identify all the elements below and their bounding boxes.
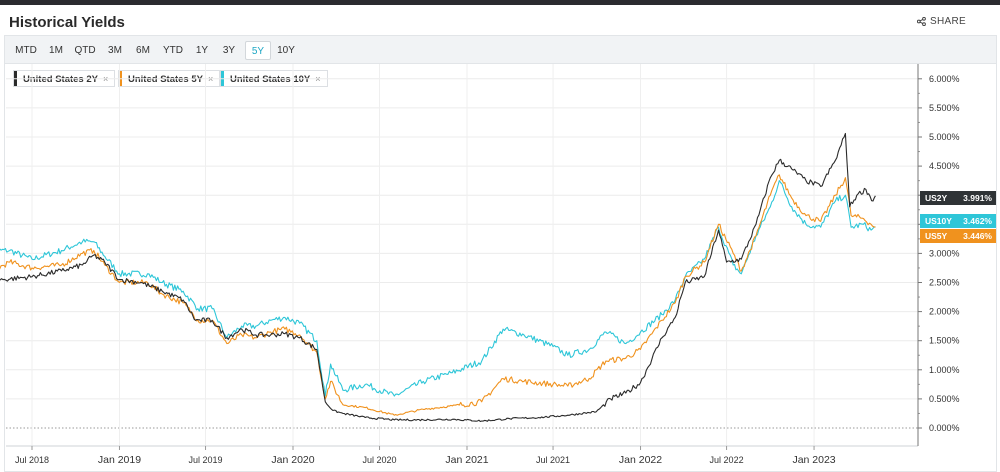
top-dark-bar bbox=[0, 0, 1000, 5]
legend-label-us5y: United States 5Y bbox=[128, 74, 203, 85]
range-tab-mtd[interactable]: MTD bbox=[15, 45, 37, 56]
y-tick-label: 5.500% bbox=[929, 103, 960, 113]
share-button[interactable]: SHARE bbox=[917, 16, 966, 27]
range-tab-qtd[interactable]: QTD bbox=[74, 45, 96, 56]
legend-label-us2y: United States 2Y bbox=[23, 74, 98, 85]
x-tick-label: Jul 2022 bbox=[710, 455, 744, 465]
range-tab-ytd[interactable]: YTD bbox=[163, 45, 183, 56]
x-tick-label: Jul 2018 bbox=[15, 455, 49, 465]
last-value-tag bbox=[920, 214, 996, 228]
range-tab-1y[interactable]: 1Y bbox=[195, 45, 209, 56]
legend-label-us10y: United States 10Y bbox=[230, 74, 311, 85]
share-label: SHARE bbox=[930, 16, 966, 27]
x-tick-label: Jan 2019 bbox=[98, 454, 141, 466]
y-tick-label: 2.500% bbox=[929, 278, 960, 288]
last-value-tag-symbol: US2Y bbox=[925, 193, 948, 203]
range-selector: MTD 1M QTD 3M 6M YTD 1Y 3Y 5Y 10Y bbox=[5, 36, 996, 64]
y-axis: 0.000% 0.500% 1.000% 1.500% 2.000% 2.500% 3.00… bbox=[917, 64, 960, 446]
series-line-united-states-2y bbox=[0, 132, 876, 423]
x-tick-label: Jan 2021 bbox=[445, 454, 488, 466]
last-value-tag-value: 3.462% bbox=[963, 216, 992, 226]
y-tick-label: 2.000% bbox=[929, 307, 960, 317]
range-tab-3y[interactable]: 3Y bbox=[222, 45, 236, 56]
x-tick-label: Jul 2019 bbox=[189, 455, 223, 465]
page-header: Historical Yields SHARE bbox=[0, 5, 1000, 35]
range-tab-1m[interactable]: 1M bbox=[49, 45, 63, 56]
range-tab-10y[interactable]: 10Y bbox=[277, 45, 295, 56]
series-line-united-states-5y bbox=[0, 174, 876, 416]
y-tick-label: 0.000% bbox=[929, 423, 960, 433]
x-tick-label: Jul 2020 bbox=[363, 455, 397, 465]
x-tick-label: Jan 2023 bbox=[792, 454, 835, 466]
share-icon bbox=[917, 17, 926, 26]
y-tick-label: 6.000% bbox=[929, 74, 960, 84]
page-title: Historical Yields bbox=[9, 14, 125, 31]
range-tab-6m[interactable]: 6M bbox=[136, 45, 150, 56]
x-axis: Jul 2018 Jan 2019 Jul 2019 Jan 2020 Jul 2020… bbox=[6, 445, 918, 466]
x-tick-label: Jan 2020 bbox=[271, 454, 314, 466]
last-value-tag-symbol: US5Y bbox=[925, 231, 948, 241]
y-tick-label: 4.500% bbox=[929, 161, 960, 171]
last-value-tag-value: 3.446% bbox=[963, 231, 992, 241]
last-value-tag bbox=[920, 229, 996, 243]
y-tick-label: 5.000% bbox=[929, 132, 960, 142]
y-tick-label: 0.500% bbox=[929, 394, 960, 404]
last-value-tags: US2Y 3.991% US10Y 3.462% US5Y 3.446% bbox=[920, 191, 996, 243]
series-line-united-states-10y bbox=[0, 180, 876, 397]
y-tick-label: 1.000% bbox=[929, 365, 960, 375]
last-value-tag bbox=[920, 191, 996, 205]
range-tab-3m[interactable]: 3M bbox=[108, 45, 122, 56]
x-tick-label: Jul 2021 bbox=[536, 455, 570, 465]
last-value-tag-symbol: US10Y bbox=[925, 216, 952, 226]
x-tick-label: Jan 2022 bbox=[619, 454, 662, 466]
y-tick-label: 3.000% bbox=[929, 248, 960, 258]
series-layer bbox=[0, 132, 876, 423]
range-tab-5y[interactable]: 5Y bbox=[245, 41, 271, 60]
last-value-tag-value: 3.991% bbox=[963, 193, 992, 203]
grid-layer bbox=[6, 64, 918, 446]
y-tick-label: 1.500% bbox=[929, 336, 960, 346]
